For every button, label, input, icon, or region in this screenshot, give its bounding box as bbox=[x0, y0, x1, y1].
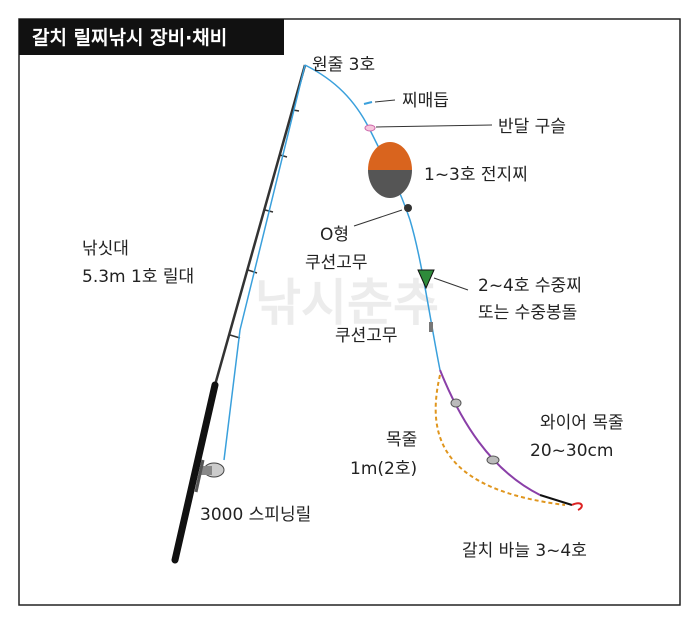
label: 5.3m 1호 릴대 bbox=[82, 267, 194, 287]
wire-leader bbox=[539, 494, 573, 506]
o-cushion bbox=[404, 204, 412, 212]
label: 와이어 목줄 bbox=[540, 413, 624, 433]
label: 반달 구슬 bbox=[498, 117, 566, 137]
label: 쿠션고무 bbox=[335, 326, 398, 346]
rod-butt bbox=[171, 381, 219, 564]
label: 찌매듭 bbox=[402, 91, 449, 111]
stopper bbox=[363, 101, 373, 105]
title: 갈치 릴찌낚시 장비·채비 bbox=[32, 27, 227, 49]
label: 쿠션고무 bbox=[305, 253, 368, 273]
sinker bbox=[486, 455, 500, 465]
underwater-float bbox=[417, 269, 435, 290]
label: 3000 스피닝릴 bbox=[200, 505, 311, 525]
label: 원줄 3호 bbox=[312, 55, 375, 75]
reel bbox=[194, 459, 225, 493]
label: 20~30cm bbox=[530, 441, 613, 461]
half-bead bbox=[364, 124, 376, 132]
rod-tip bbox=[213, 64, 307, 386]
label: 1~3호 전지찌 bbox=[424, 165, 528, 185]
label: O형 bbox=[320, 225, 349, 245]
watermark: 낚시춘추 bbox=[255, 274, 439, 332]
bead bbox=[450, 398, 462, 408]
leader bbox=[439, 369, 541, 496]
label: 낚싯대 bbox=[82, 239, 129, 259]
frame bbox=[18, 18, 681, 606]
label: 2~4호 수중찌 bbox=[478, 276, 582, 296]
pointers bbox=[353, 99, 493, 291]
label: 목줄 bbox=[386, 430, 417, 450]
label: 갈치 바늘 3~4호 bbox=[462, 541, 587, 561]
title-box bbox=[19, 19, 284, 55]
hook bbox=[571, 502, 583, 511]
line-on-rod bbox=[223, 64, 306, 461]
float bbox=[368, 142, 412, 198]
label: 1m(2호) bbox=[350, 459, 417, 479]
label: 또는 수중봉돌 bbox=[478, 303, 577, 323]
leader-length bbox=[434, 374, 566, 506]
cushion bbox=[429, 322, 433, 332]
